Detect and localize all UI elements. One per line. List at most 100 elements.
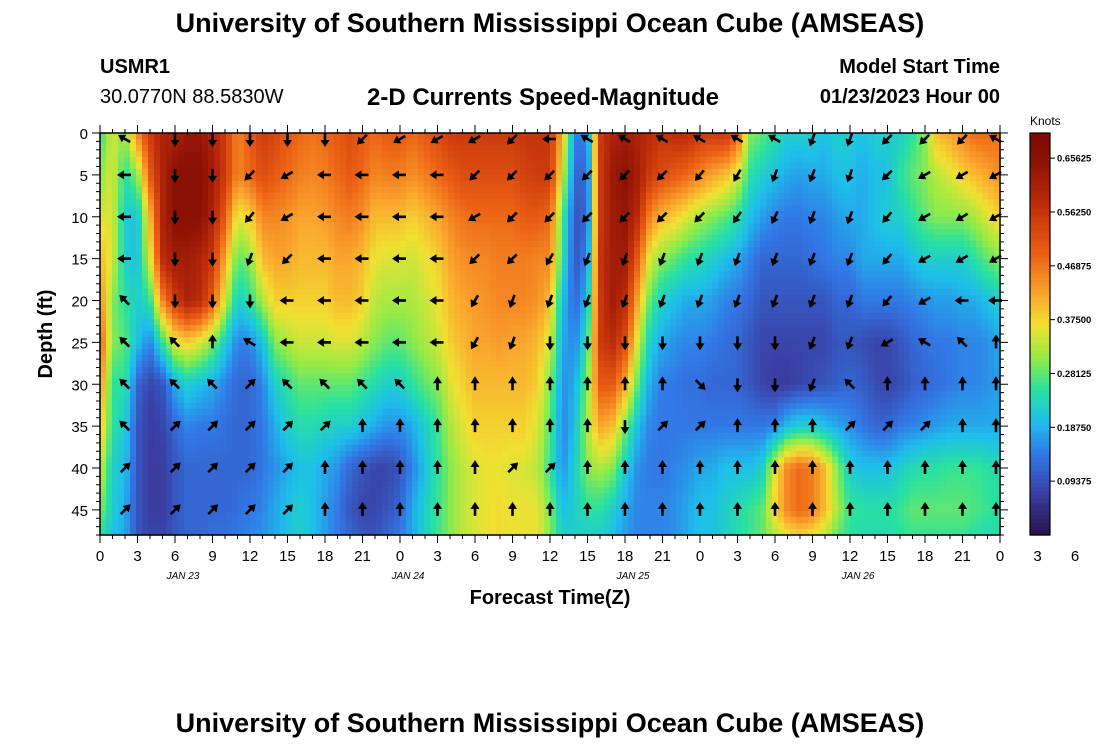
- heatmap-cell: [580, 151, 587, 158]
- heatmap-cell: [478, 217, 485, 224]
- heatmap-cell: [286, 301, 293, 308]
- heatmap-cell: [532, 241, 539, 248]
- heatmap-cell: [832, 265, 839, 272]
- heatmap-cell: [718, 187, 725, 194]
- heatmap-cell: [598, 301, 605, 308]
- heatmap-cell: [664, 289, 671, 296]
- heatmap-cell: [976, 157, 983, 164]
- heatmap-cell: [880, 265, 887, 272]
- heatmap-cell: [892, 271, 899, 278]
- heatmap-cell: [748, 163, 755, 170]
- heatmap-cell: [934, 145, 941, 152]
- heatmap-cell: [388, 265, 395, 272]
- heatmap-cell: [916, 169, 923, 176]
- heatmap-cell: [982, 169, 989, 176]
- heatmap-cell: [694, 265, 701, 272]
- heatmap-cell: [550, 163, 557, 170]
- heatmap-cell: [616, 187, 623, 194]
- heatmap-cell: [496, 175, 503, 182]
- heatmap-cell: [334, 205, 341, 212]
- heatmap-cell: [370, 319, 377, 326]
- heatmap-cell: [610, 157, 617, 164]
- heatmap-cell: [436, 169, 443, 176]
- heatmap-cell: [586, 319, 593, 326]
- heatmap-cell: [406, 133, 413, 140]
- heatmap-cell: [868, 235, 875, 242]
- heatmap-cell: [634, 193, 641, 200]
- heatmap-cell: [736, 151, 743, 158]
- heatmap-cell: [232, 295, 239, 302]
- heatmap-cell: [970, 295, 977, 302]
- heatmap-cell: [556, 247, 563, 254]
- heatmap-cell: [406, 265, 413, 272]
- heatmap-cell: [166, 205, 173, 212]
- heatmap-cell: [910, 295, 917, 302]
- heatmap-cell: [634, 151, 641, 158]
- heatmap-cell: [664, 175, 671, 182]
- heatmap-cell: [790, 325, 797, 332]
- heatmap-cell: [874, 295, 881, 302]
- heatmap-cell: [832, 307, 839, 314]
- heatmap-cell: [256, 193, 263, 200]
- heatmap-cell: [562, 169, 569, 176]
- heatmap-cell: [490, 217, 497, 224]
- heatmap-cell: [472, 181, 479, 188]
- heatmap-cell: [484, 295, 491, 302]
- heatmap-cell: [952, 223, 959, 230]
- heatmap-cell: [892, 235, 899, 242]
- heatmap-cell: [610, 325, 617, 332]
- heatmap-cell: [514, 151, 521, 158]
- heatmap-cell: [250, 151, 257, 158]
- heatmap-cell: [478, 163, 485, 170]
- heatmap-cell: [616, 157, 623, 164]
- heatmap-cell: [370, 217, 377, 224]
- heatmap-cell: [382, 157, 389, 164]
- heatmap-cell: [292, 229, 299, 236]
- heatmap-cell: [616, 235, 623, 242]
- heatmap-cell: [436, 325, 443, 332]
- heatmap-cell: [274, 247, 281, 254]
- heatmap-cell: [904, 235, 911, 242]
- heatmap-cell: [166, 211, 173, 218]
- heatmap-cell: [178, 307, 185, 314]
- heatmap-cell: [256, 139, 263, 146]
- heatmap-cell: [142, 265, 149, 272]
- heatmap-cell: [532, 163, 539, 170]
- heatmap-cell: [136, 271, 143, 278]
- heatmap-cell: [748, 325, 755, 332]
- heatmap-cell: [562, 265, 569, 272]
- heatmap-cell: [712, 271, 719, 278]
- heatmap-cell: [586, 283, 593, 290]
- heatmap-cell: [706, 181, 713, 188]
- heatmap-cell: [220, 133, 227, 140]
- heatmap-cell: [928, 157, 935, 164]
- heatmap-cell: [214, 265, 221, 272]
- heatmap-cell: [982, 319, 989, 326]
- heatmap-cell: [874, 163, 881, 170]
- heatmap-cell: [706, 277, 713, 284]
- heatmap-cell: [322, 325, 329, 332]
- heatmap-cell: [376, 319, 383, 326]
- heatmap-cell: [856, 229, 863, 236]
- heatmap-cell: [190, 175, 197, 182]
- heatmap-cell: [364, 235, 371, 242]
- heatmap-cell: [310, 145, 317, 152]
- heatmap-cell: [928, 187, 935, 194]
- heatmap-cell: [160, 187, 167, 194]
- heatmap-cell: [304, 187, 311, 194]
- heatmap-cell: [400, 145, 407, 152]
- heatmap-cell: [280, 163, 287, 170]
- heatmap-cell: [592, 229, 599, 236]
- heatmap-cell: [946, 325, 953, 332]
- heatmap-cell: [724, 193, 731, 200]
- heatmap-cell: [724, 175, 731, 182]
- heatmap-cell: [958, 163, 965, 170]
- heatmap-cell: [922, 133, 929, 140]
- heatmap-cell: [784, 277, 791, 284]
- heatmap-cell: [970, 223, 977, 230]
- heatmap-cell: [556, 307, 563, 314]
- heatmap-cell: [706, 253, 713, 260]
- heatmap-cell: [190, 163, 197, 170]
- heatmap-cell: [976, 283, 983, 290]
